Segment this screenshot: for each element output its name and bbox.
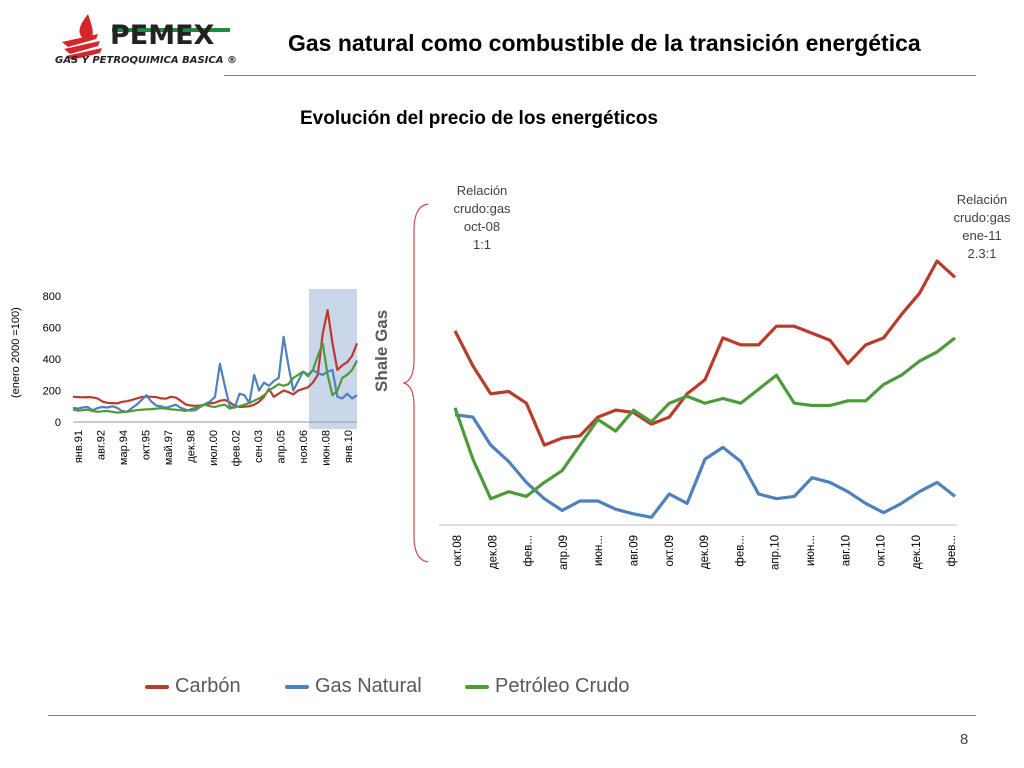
x-tick-label: янв.91 (73, 430, 85, 463)
x-tick-label: июн... (593, 535, 605, 566)
x-tick-label: окт.09 (664, 535, 676, 567)
x-tick-label: дек.08 (487, 535, 499, 569)
zoom-chart: окт.08 дек.08 фев... апр.09 июн... авг.09 окт.… (439, 259, 958, 570)
x-tick-label: апр.05 (276, 430, 288, 463)
legend-swatch (145, 685, 169, 689)
legend-swatch (465, 685, 489, 689)
ratio-line: 1:1 (472, 237, 492, 252)
legend-label: Carbón (175, 675, 241, 697)
page-number: 8 (960, 731, 969, 748)
ratio-line: Relación (456, 183, 508, 198)
slide-title: Gas natural como combustible de la trans… (288, 30, 921, 56)
ratio-line: oct-08 (463, 219, 501, 234)
x-tick-label: июл.00 (208, 430, 220, 466)
x-tick-label: окт.95 (141, 430, 153, 460)
ratio-annotation-ene11: Relación crudo:gas ene-11 2.3:1 (930, 191, 1024, 263)
title-divider (224, 75, 976, 76)
x-tick-label: фев... (523, 535, 535, 567)
x-tick-label: июн.08 (321, 430, 333, 466)
x-tick-label: дек.09 (699, 535, 711, 569)
footer-divider (48, 715, 976, 716)
x-tick-label: сен.03 (253, 430, 265, 463)
logo-tagline: GAS Y PETROQUIMICA BASICA ® (55, 55, 237, 66)
shale-gas-label: Shale Gas (372, 309, 391, 392)
series-line (453, 336, 956, 501)
y-tick-label: 0 (55, 417, 61, 429)
legend-swatch (285, 685, 309, 689)
x-tick-label: дек.98 (186, 430, 198, 463)
x-tick-label: ноя.06 (298, 430, 310, 463)
ratio-line: crudo:gas (453, 201, 511, 216)
x-tick-label: мар.94 (118, 430, 130, 465)
x-tick-label: авг.92 (96, 430, 108, 460)
x-tick-label: авг.09 (629, 535, 641, 566)
legend-label: Gas Natural (315, 675, 422, 697)
x-tick-label: июн... (805, 535, 817, 566)
series-line (72, 342, 358, 414)
pemex-eagle-icon (62, 14, 102, 60)
ratio-line: 2.3:1 (967, 246, 997, 261)
x-tick-label: окт.08 (452, 535, 464, 567)
x-tick-label: дек.10 (911, 535, 923, 569)
chart-subtitle: Evolución del precio de los energéticos (300, 108, 658, 129)
logo-wordmark: PEMEX (110, 20, 215, 51)
x-tick-label: окт.10 (876, 535, 888, 567)
ratio-annotation-oct08: Relación crudo:gas oct-08 1:1 (430, 182, 534, 254)
x-tick-label: фев.02 (231, 430, 243, 466)
ratio-line: Relación (956, 192, 1008, 207)
shale-brace (401, 203, 429, 563)
ratio-line: ene-11 (962, 228, 1002, 243)
pemex-logo (50, 10, 230, 76)
x-tick-label: авг.10 (840, 535, 852, 566)
ratio-line: crudo:gas (953, 210, 1011, 225)
x-tick-label: апр.09 (558, 535, 570, 570)
overview-y-axis-label: (enero 2000 =100) (10, 307, 22, 398)
y-tick-label: 600 (43, 323, 61, 335)
overview-chart: 0 200 400 600 800 янв.91 авг.92 мар.94 окт.95 май… (43, 289, 359, 466)
x-tick-label: май.97 (163, 430, 175, 465)
y-tick-label: 200 (43, 386, 61, 398)
logo-green-bar (112, 28, 230, 32)
x-tick-label: фев... (946, 535, 958, 567)
y-tick-label: 400 (43, 354, 61, 366)
x-tick-label: фев... (734, 535, 746, 567)
x-tick-label: янв.10 (343, 430, 355, 463)
x-tick-label: апр.10 (770, 535, 782, 570)
legend-label: Petróleo Crudo (495, 675, 630, 697)
series-line (72, 309, 359, 409)
series-line (453, 259, 957, 447)
y-tick-label: 800 (43, 291, 61, 303)
series-line (454, 413, 956, 519)
